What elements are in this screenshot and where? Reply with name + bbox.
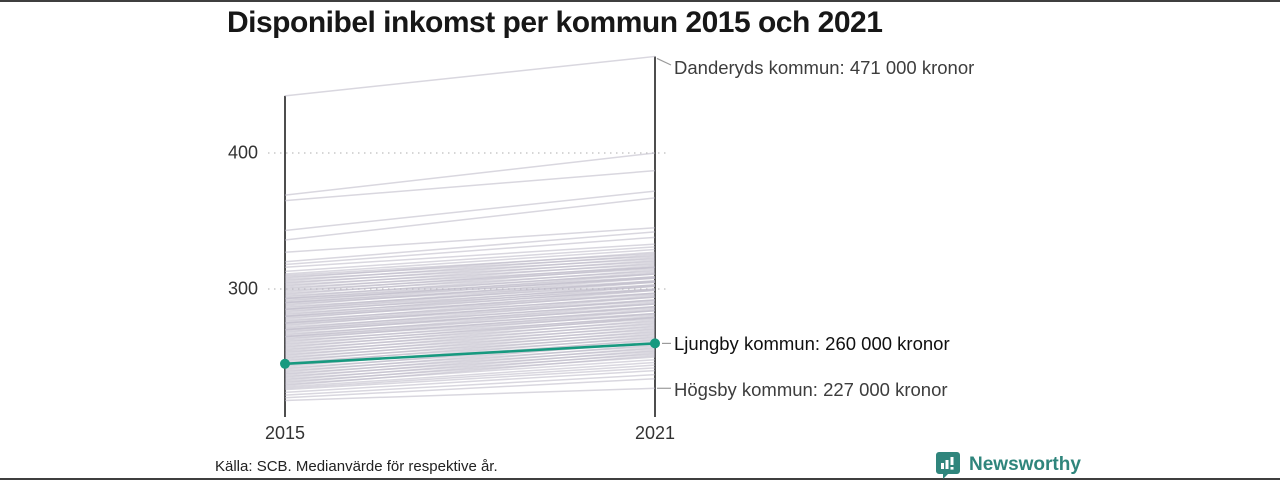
- y-axis-tick-400: 400: [227, 142, 258, 163]
- y-axis-tick-300: 300: [227, 278, 258, 299]
- brand-name: Newsworthy: [969, 454, 1081, 475]
- x-axis-tick-2021: 2021: [634, 423, 676, 443]
- annotation-danderyd: Danderyds kommun: 471 000 kronor: [674, 57, 975, 78]
- page-title: Disponibel inkomst per kommun 2015 och 2…: [227, 6, 883, 39]
- annotation-hogsby: Högsby kommun: 227 000 kronor: [674, 379, 948, 400]
- annotation-ljungby: Ljungby kommun: 260 000 kronor: [674, 333, 950, 354]
- brand-logo: Newsworthy: [935, 451, 1081, 479]
- bar-chart-speech-bubble-icon: [935, 451, 961, 479]
- x-axis-tick-2015: 2015: [264, 423, 306, 443]
- source-note: Källa: SCB. Medianvärde för respektive å…: [215, 458, 498, 475]
